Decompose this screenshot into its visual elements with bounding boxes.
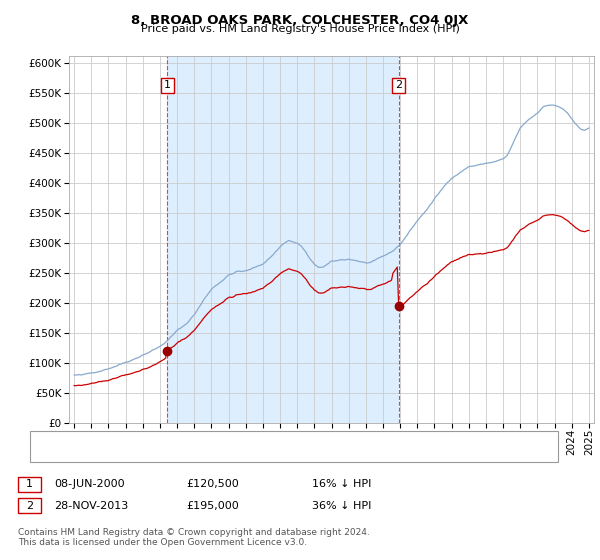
Text: ——: ——: [42, 448, 70, 462]
Bar: [167, 56, 398, 423]
Text: 1: 1: [26, 479, 33, 489]
Text: £195,000: £195,000: [186, 501, 239, 511]
Text: 1: 1: [164, 80, 171, 90]
Text: 2: 2: [395, 80, 402, 90]
Text: 8, BROAD OAKS PARK, COLCHESTER, CO4 0JX (detached house): 8, BROAD OAKS PARK, COLCHESTER, CO4 0JX …: [75, 435, 387, 445]
Text: ——: ——: [42, 433, 70, 447]
Text: 16% ↓ HPI: 16% ↓ HPI: [312, 479, 371, 489]
Text: 2: 2: [26, 501, 33, 511]
Text: 36% ↓ HPI: 36% ↓ HPI: [312, 501, 371, 511]
Text: Contains HM Land Registry data © Crown copyright and database right 2024.
This d: Contains HM Land Registry data © Crown c…: [18, 528, 370, 547]
Text: 08-JUN-2000: 08-JUN-2000: [54, 479, 125, 489]
Text: HPI: Average price, detached house, Colchester: HPI: Average price, detached house, Colc…: [75, 450, 308, 460]
Text: 28-NOV-2013: 28-NOV-2013: [54, 501, 128, 511]
Text: Price paid vs. HM Land Registry's House Price Index (HPI): Price paid vs. HM Land Registry's House …: [140, 24, 460, 34]
Text: £120,500: £120,500: [186, 479, 239, 489]
Text: 8, BROAD OAKS PARK, COLCHESTER, CO4 0JX: 8, BROAD OAKS PARK, COLCHESTER, CO4 0JX: [131, 14, 469, 27]
